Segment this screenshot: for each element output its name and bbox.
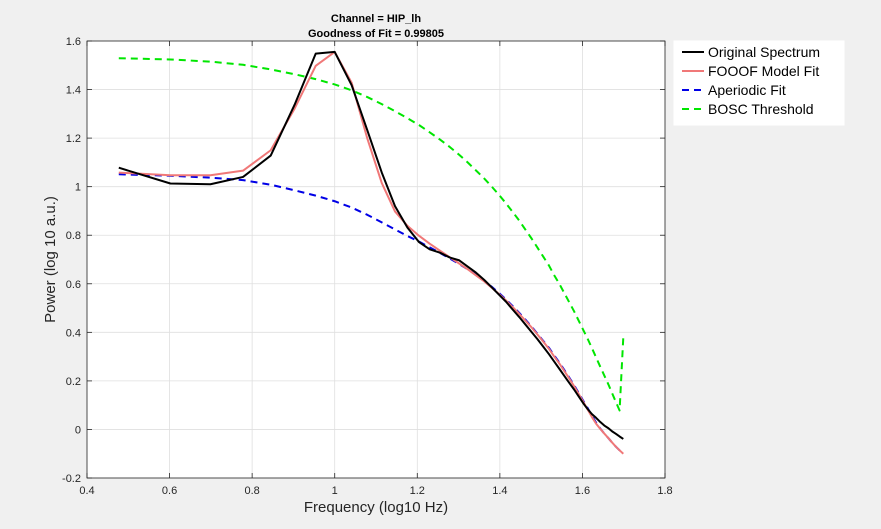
x-tick-label: 1.8 — [657, 485, 672, 497]
x-tick-label: 1 — [332, 485, 338, 497]
legend-box — [673, 40, 845, 126]
legend: Original Spectrum FOOOF Model Fit Aperiodi… — [673, 40, 845, 126]
x-tick-label: 1.6 — [575, 485, 590, 497]
chart-title-line-1: Channel = HIP_lh — [331, 13, 421, 25]
x-tick-label: 0.6 — [162, 485, 177, 497]
legend-label: FOOOF Model Fit — [708, 63, 819, 79]
plot-frame — [86, 40, 666, 479]
y-tick-label: 1.4 — [66, 85, 81, 97]
y-tick-label: 0.6 — [66, 279, 81, 291]
y-axis-label: Power (log 10 a.u.) — [42, 196, 59, 323]
plot-area — [87, 41, 665, 478]
y-tick-label: 0 — [75, 424, 81, 436]
series-line-original-spectrum — [118, 50, 624, 440]
y-tick-label: 1.6 — [66, 36, 81, 48]
y-tick-label: 1.2 — [66, 133, 81, 145]
legend-label: Original Spectrum — [708, 44, 820, 60]
y-tick-label: 0.8 — [66, 230, 81, 242]
chart-title-line-2: Goodness of Fit = 0.99805 — [308, 28, 444, 40]
series-lines — [118, 50, 625, 455]
legend-label: BOSC Threshold — [708, 101, 814, 117]
tick-labels: 0.4 0.6 0.8 1 1.2 1.4 1.6 1.8 -0.2 0 0.2 0.4 0.6 0.8 1… — [62, 36, 673, 497]
series-line-bosc-threshold — [118, 57, 625, 412]
axis-ticks — [86, 40, 666, 479]
x-tick-label: 0.4 — [79, 485, 94, 497]
legend-label: Aperiodic Fit — [708, 82, 786, 98]
x-tick-label: 1.4 — [492, 485, 507, 497]
x-tick-label: 1.2 — [410, 485, 425, 497]
y-tick-label: 0.2 — [66, 376, 81, 388]
x-tick-label: 0.8 — [244, 485, 259, 497]
y-tick-label: 0.4 — [66, 327, 81, 339]
y-tick-label: 1 — [75, 182, 81, 194]
x-axis-label: Frequency (log10 Hz) — [304, 499, 448, 516]
y-tick-label: -0.2 — [62, 473, 81, 485]
